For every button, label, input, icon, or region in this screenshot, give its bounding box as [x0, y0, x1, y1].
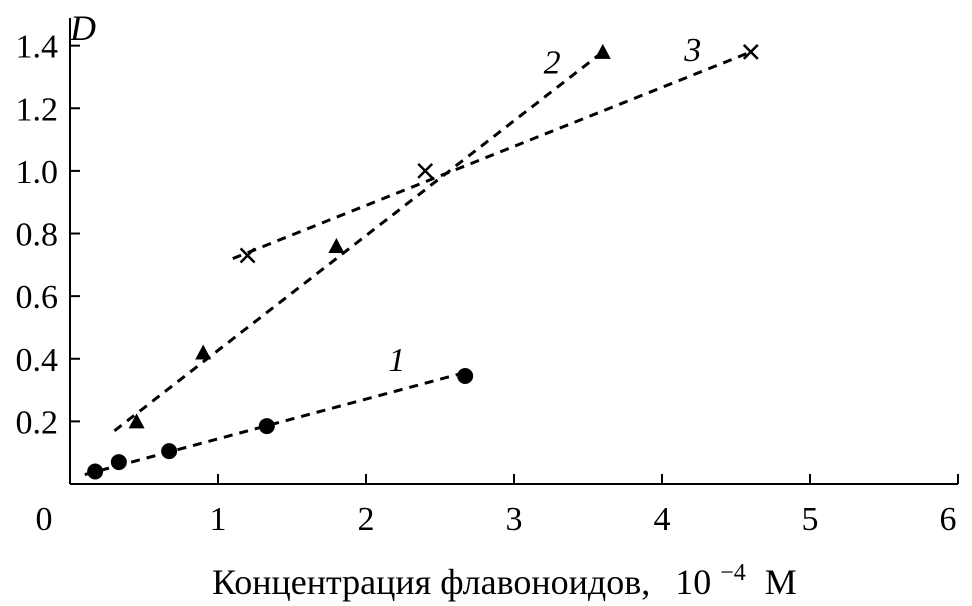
y-tick-label: 1.2: [16, 91, 59, 128]
x-tick-label: 0: [36, 501, 53, 538]
y-tick-label: 0.8: [16, 217, 59, 254]
y-tick-label: 1.4: [16, 29, 59, 66]
fit-line-series-1: [85, 371, 470, 474]
y-tick-label: 0.2: [16, 404, 59, 441]
fit-line-series-3: [233, 52, 751, 259]
series-label-2: 2: [544, 44, 561, 81]
x-tick-label: 2: [358, 501, 375, 538]
x-tick-label: 5: [802, 501, 819, 538]
data-point-series-1: [87, 463, 103, 479]
data-point-series-1: [111, 454, 127, 470]
data-point-series-2: [595, 44, 611, 59]
y-tick-label: 1.0: [16, 154, 59, 191]
series-labels: 1 2 3: [388, 32, 701, 379]
x-axis-title-text: Концентрация флавоноидов,: [212, 562, 650, 602]
x-axis-title-unit-exp: −4: [720, 560, 746, 586]
data-point-series-2: [195, 344, 211, 359]
data-point-series-1: [161, 443, 177, 459]
data-point-series-3: [241, 248, 255, 262]
fit-line-series-2: [114, 52, 602, 431]
data-point-series-3: [744, 45, 758, 59]
x-axis-title: Концентрация флавоноидов, 10 −4 М: [212, 548, 797, 602]
y-tick-label: 0.6: [16, 279, 59, 316]
x-tick-label: 3: [506, 501, 523, 538]
data-point-series-2: [129, 413, 145, 428]
y-axis-title: D: [69, 8, 96, 48]
data-point-series-1: [457, 368, 473, 384]
x-axis-title-unit-base: 10: [675, 562, 711, 602]
markers: [87, 44, 758, 480]
x-tick-label: 4: [654, 501, 671, 538]
data-point-series-2: [328, 238, 344, 253]
fit-lines: [85, 52, 751, 475]
x-tick-label: 1: [210, 501, 227, 538]
y-tick-label: 0.4: [16, 342, 59, 379]
axes: [70, 18, 958, 484]
data-point-series-1: [259, 418, 275, 434]
series-label-1: 1: [388, 342, 405, 379]
x-tick-label: 6: [940, 501, 957, 538]
series-label-3: 3: [683, 32, 701, 69]
data-point-series-3: [418, 164, 432, 178]
x-axis-title-unit-suffix: М: [765, 562, 797, 602]
